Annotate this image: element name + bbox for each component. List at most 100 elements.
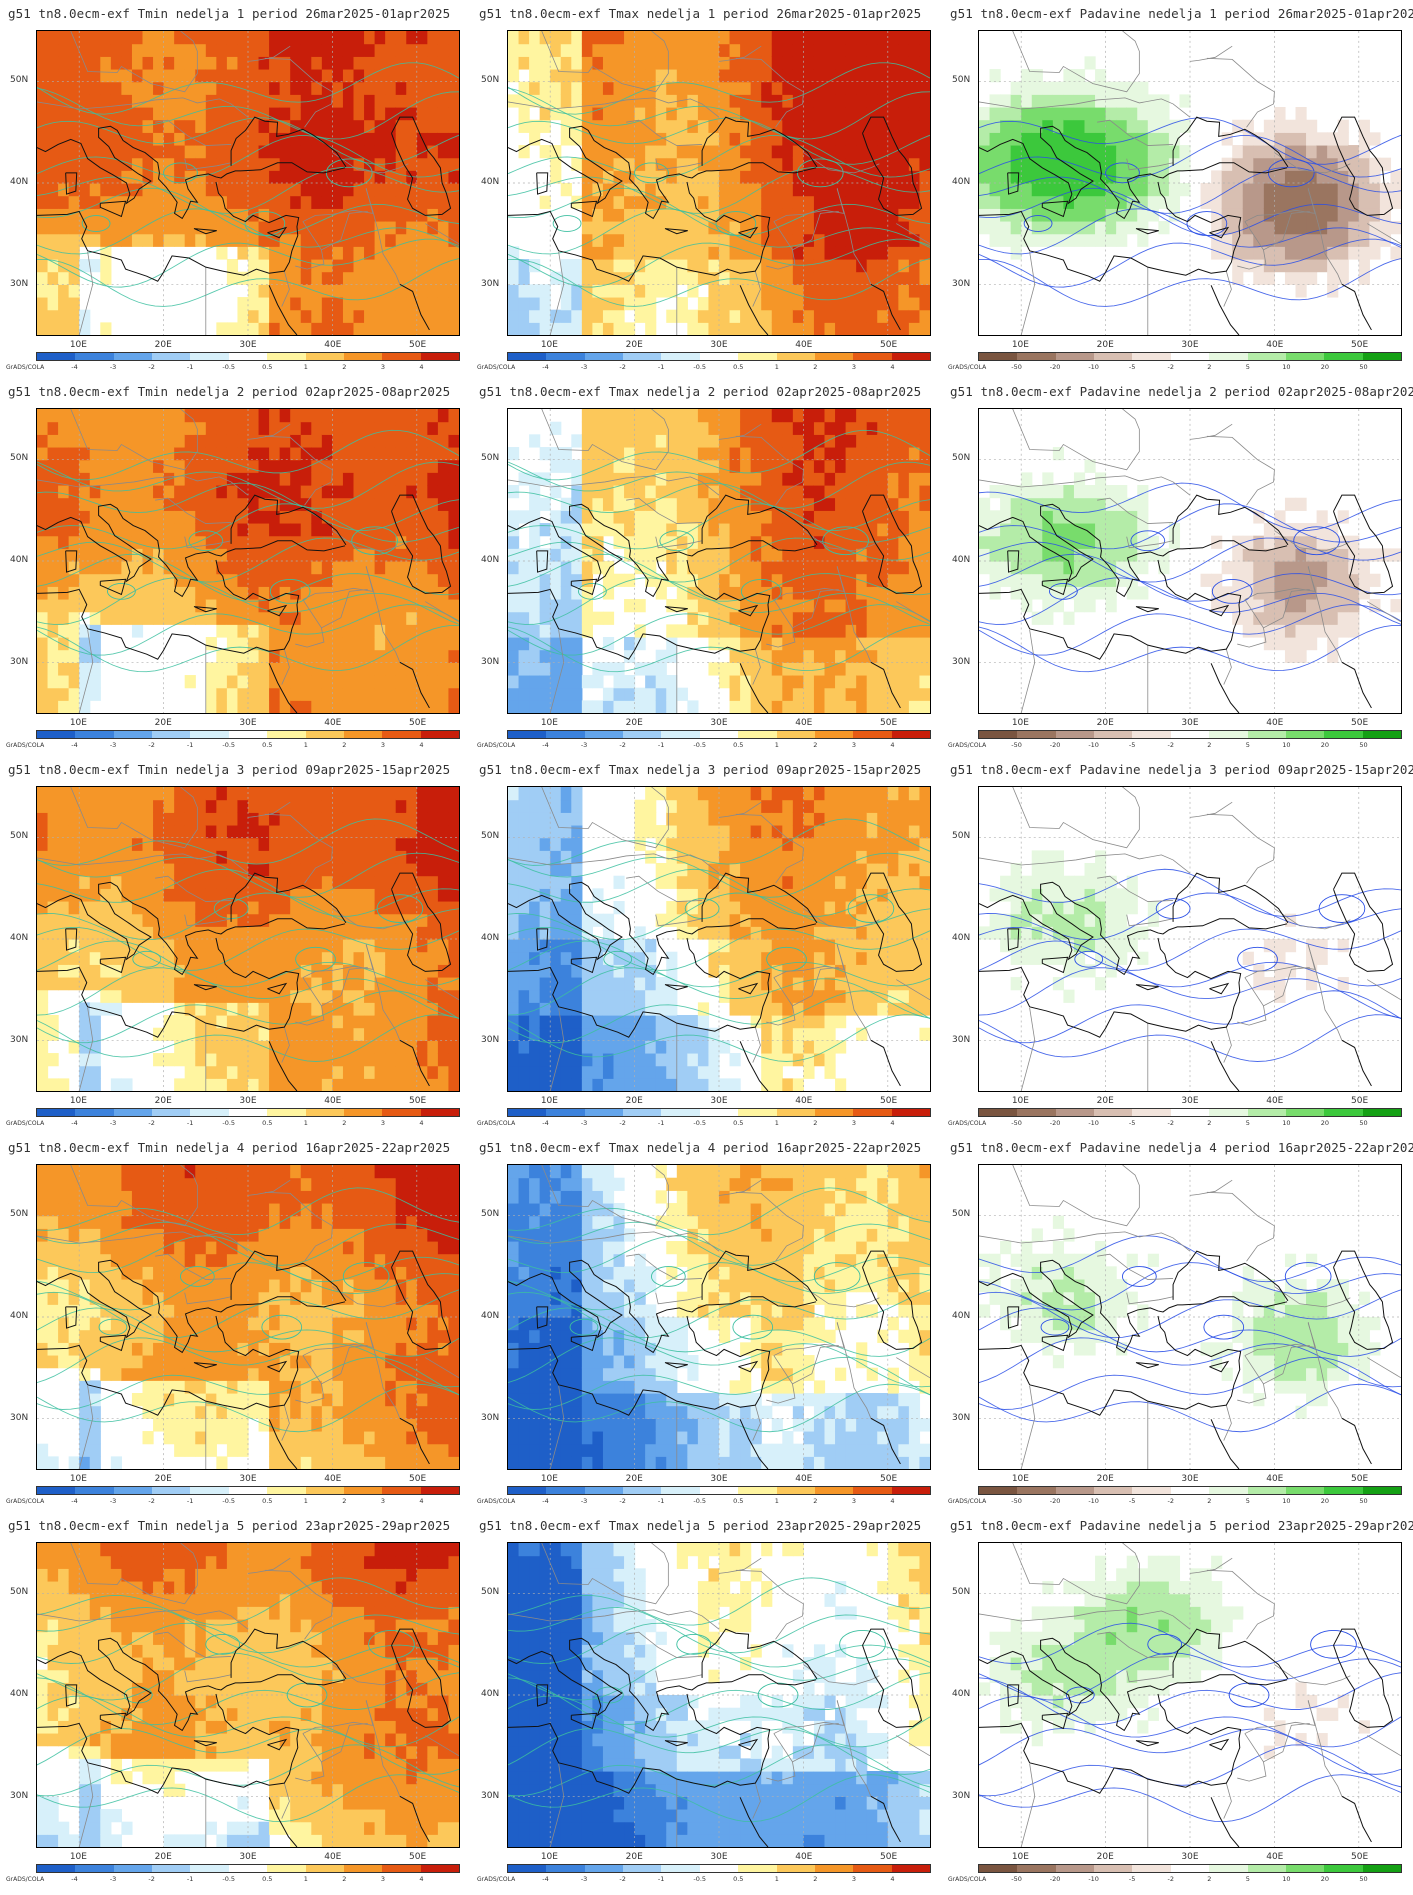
latitude-label: 50N <box>10 831 29 841</box>
legend-tick-label: -3 <box>109 741 117 749</box>
legend-tick-label: -0.5 <box>222 363 236 371</box>
map-area <box>36 408 460 714</box>
legend-swatch <box>1362 1487 1401 1494</box>
legend-swatch <box>661 731 700 738</box>
legend-tick-label: 1 <box>303 1875 308 1883</box>
legend-tick-label: -10 <box>1088 741 1099 749</box>
legend-swatch <box>75 1109 114 1116</box>
legend-tick-label: 2 <box>813 1875 818 1883</box>
longitude-label: 10E <box>540 1852 558 1862</box>
legend-swatch <box>1247 1487 1286 1494</box>
legend-swatch <box>1170 353 1210 360</box>
legend-tick-label: 2 <box>813 363 818 371</box>
longitude-label: 10E <box>69 1474 87 1484</box>
legend-swatch <box>1324 1109 1363 1116</box>
longitude-label: 30E <box>710 1096 728 1106</box>
legend-swatch <box>776 1487 815 1494</box>
longitude-label: 50E <box>409 1096 427 1106</box>
longitude-label: 20E <box>625 1096 643 1106</box>
legend-swatch <box>1094 1109 1133 1116</box>
legend-tick-label: -2 <box>148 1497 155 1505</box>
legend-swatch <box>776 353 815 360</box>
legend-swatch <box>305 1865 344 1872</box>
legend-tick-label: -2 <box>1167 741 1174 749</box>
color-legend <box>507 352 931 361</box>
panel-title: g51 tn8.0ecm-exf Tmin nedelja 3 period 0… <box>8 762 451 777</box>
legend-swatch <box>1132 353 1171 360</box>
longitude-label: 20E <box>1096 1096 1114 1106</box>
longitude-label: 30E <box>1181 718 1199 728</box>
color-legend <box>36 1108 460 1117</box>
map-panel-tmax-week-5: g51 tn8.0ecm-exf Tmax nedelja 5 period 2… <box>471 1512 941 1891</box>
legend-tick-label: -4 <box>71 741 78 749</box>
latitude-label: 30N <box>952 657 971 667</box>
legend-tick-label: 4 <box>419 741 424 749</box>
longitude-label: 40E <box>1266 1852 1284 1862</box>
longitude-label: 40E <box>795 1852 813 1862</box>
legend-tick-label: -4 <box>71 363 78 371</box>
legend-swatch <box>1132 1109 1171 1116</box>
precip-field-map <box>979 1543 1401 1847</box>
legend-swatch <box>190 1865 229 1872</box>
latitude-label: 50N <box>481 831 500 841</box>
color-legend <box>507 1108 931 1117</box>
longitude-label: 30E <box>239 1096 257 1106</box>
legend-swatch <box>305 353 344 360</box>
legend-swatch <box>228 1487 268 1494</box>
legend-tick-label: 0.5 <box>733 1497 744 1505</box>
tmax-field-map <box>508 787 930 1091</box>
legend-swatch <box>853 731 892 738</box>
legend-tick-label: -1 <box>186 363 194 371</box>
legend-swatch <box>1285 1865 1325 1872</box>
legend-swatch <box>1132 1487 1171 1494</box>
panel-title: g51 tn8.0ecm-exf Tmax nedelja 2 period 0… <box>479 384 922 399</box>
legend-swatch <box>1247 731 1286 738</box>
legend-tick-label: 3 <box>851 741 856 749</box>
legend-ticks: -4 -3 -2 -1 -0.5 0.5 1 2 3 4 <box>36 363 460 373</box>
latitude-label: 30N <box>481 1791 500 1801</box>
color-legend <box>507 730 931 739</box>
map-panel-tmin-week-2: g51 tn8.0ecm-exf Tmin nedelja 2 period 0… <box>0 378 470 757</box>
legend-tick-label: 4 <box>890 741 895 749</box>
longitude-label: 10E <box>1011 1852 1029 1862</box>
longitude-label: 30E <box>1181 1852 1199 1862</box>
legend-tick-label: -50 <box>1011 1875 1022 1883</box>
grads-credit: GrADS/COLA <box>477 364 516 371</box>
legend-swatch <box>853 353 892 360</box>
legend-tick-label: 20 <box>1320 741 1330 749</box>
legend-tick-label: 0.5 <box>733 1875 744 1883</box>
latitude-label: 40N <box>952 933 971 943</box>
legend-swatch <box>152 1865 191 1872</box>
legend-tick-label: -2 <box>148 1875 155 1883</box>
map-panel-tmin-week-3: g51 tn8.0ecm-exf Tmin nedelja 3 period 0… <box>0 756 470 1135</box>
legend-swatch <box>420 1865 459 1872</box>
legend-tick-label: -3 <box>580 741 588 749</box>
legend-tick-label: -3 <box>580 363 588 371</box>
legend-swatch <box>1055 731 1095 738</box>
longitude-label: 50E <box>880 1474 898 1484</box>
legend-tick-label: -2 <box>1167 363 1174 371</box>
legend-tick-label: -5 <box>1128 363 1136 371</box>
legend-tick-label: 0.5 <box>262 1119 273 1127</box>
legend-swatch <box>738 353 777 360</box>
grads-credit: GrADS/COLA <box>948 1498 987 1505</box>
latitude-label: 40N <box>952 555 971 565</box>
legend-swatch <box>623 1487 662 1494</box>
latitude-label: 50N <box>481 1587 500 1597</box>
legend-tick-label: -20 <box>1049 1875 1061 1883</box>
color-legend <box>978 352 1402 361</box>
legend-tick-label: -2 <box>619 1875 626 1883</box>
tmin-field-map <box>37 787 459 1091</box>
legend-tick-label: 4 <box>890 1119 895 1127</box>
legend-swatch <box>661 1109 700 1116</box>
legend-swatch <box>267 353 306 360</box>
legend-tick-label: -0.5 <box>222 1875 236 1883</box>
longitude-label: 50E <box>409 340 427 350</box>
legend-swatch <box>508 1865 547 1872</box>
legend-tick-label: 0.5 <box>262 1875 273 1883</box>
longitude-label: 10E <box>540 718 558 728</box>
legend-tick-label: -1 <box>186 1119 194 1127</box>
panel-title: g51 tn8.0ecm-exf Padavine nedelja 5 peri… <box>950 1518 1413 1533</box>
legend-tick-label: -2 <box>619 741 626 749</box>
legend-tick-label: -20 <box>1049 741 1061 749</box>
